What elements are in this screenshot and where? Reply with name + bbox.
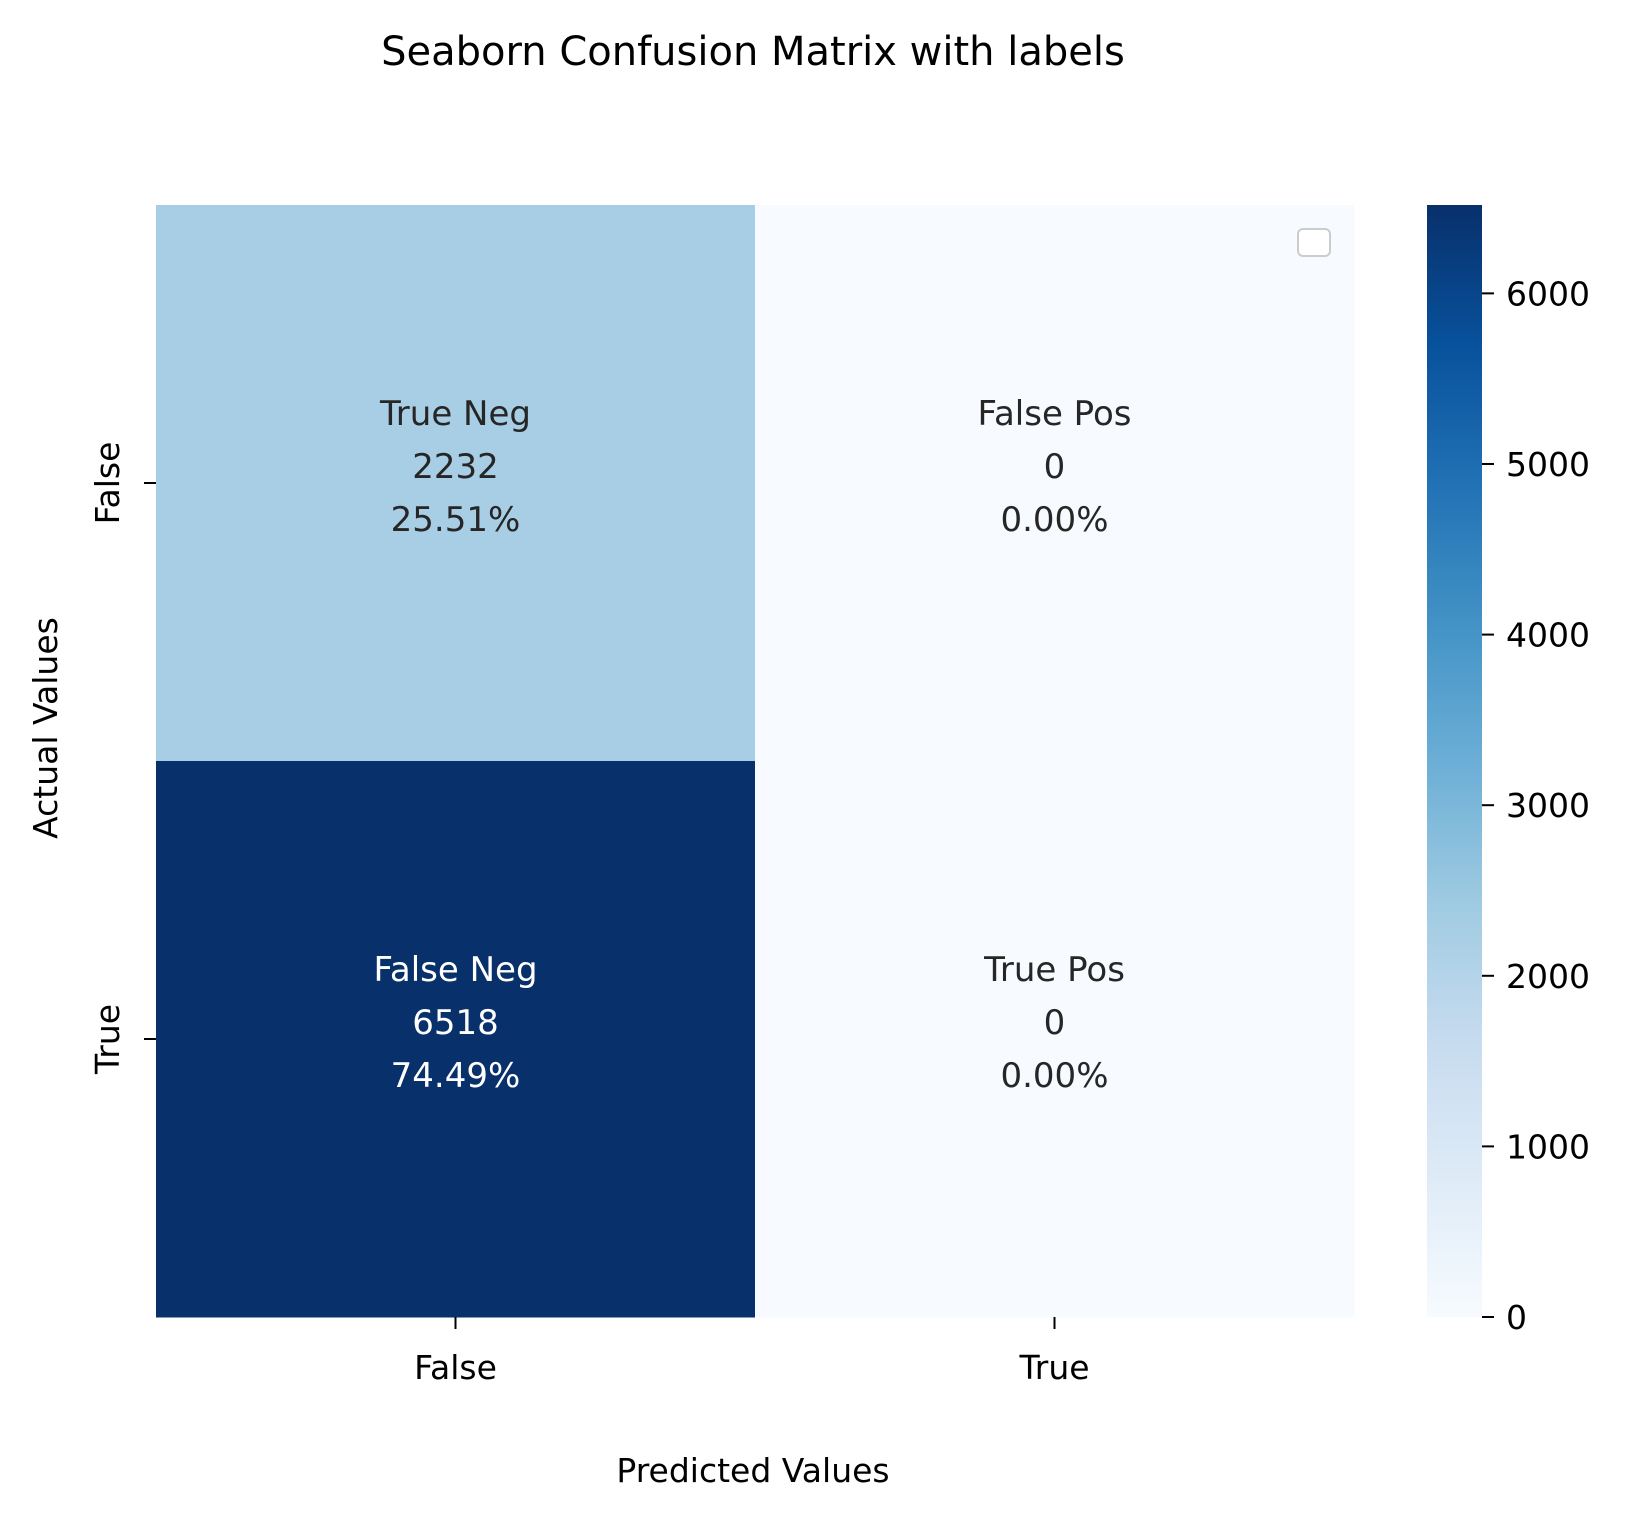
heatmap-cell xyxy=(156,205,756,762)
heatmap-cells: True Neg 2232 25.51% False Pos 0 0.00% False N… xyxy=(156,205,1355,1318)
y-tick-label: False xyxy=(88,442,127,525)
heatmap-cell xyxy=(156,761,756,1318)
cell-value: 2232 xyxy=(412,447,499,487)
cell-percent: 25.51% xyxy=(391,500,521,540)
colorbar-tick-label: 3000 xyxy=(1506,786,1590,825)
cell-label: False Neg xyxy=(373,950,537,990)
cell-percent: 0.00% xyxy=(1000,1056,1108,1096)
colorbar-tick-label: 2000 xyxy=(1506,957,1590,996)
legend-box xyxy=(1297,228,1331,257)
heatmap-cell xyxy=(755,761,1355,1318)
x-tick-label: False xyxy=(414,1348,497,1387)
cell-label: False Pos xyxy=(978,394,1132,434)
cell-label: True Pos xyxy=(983,950,1125,990)
x-axis: False True xyxy=(414,1317,1090,1387)
chart-title: Seaborn Confusion Matrix with labels xyxy=(381,29,1125,75)
cell-value: 6518 xyxy=(412,1003,499,1043)
colorbar-tick-label: 5000 xyxy=(1506,445,1590,484)
colorbar xyxy=(1427,205,1482,1317)
cell-percent: 0.00% xyxy=(1000,500,1108,540)
cell-value: 0 xyxy=(1044,1003,1066,1043)
x-axis-label: Predicted Values xyxy=(616,1451,889,1490)
heatmap-cell xyxy=(755,205,1355,762)
y-tick-label: True xyxy=(88,1004,127,1075)
colorbar-tick-label: 1000 xyxy=(1506,1127,1590,1166)
colorbar-axis: 0 1000 2000 3000 4000 5000 6000 xyxy=(1482,274,1590,1337)
colorbar-tick-label: 4000 xyxy=(1506,616,1590,655)
colorbar-tick-label: 0 xyxy=(1506,1298,1527,1337)
y-axis-label: Actual Values xyxy=(26,617,65,839)
x-tick-label: True xyxy=(1018,1348,1089,1387)
y-axis: False True xyxy=(88,442,156,1075)
cell-label: True Neg xyxy=(379,394,531,434)
cell-percent: 74.49% xyxy=(391,1056,521,1096)
colorbar-tick-label: 6000 xyxy=(1506,274,1590,313)
cell-value: 0 xyxy=(1044,447,1066,487)
